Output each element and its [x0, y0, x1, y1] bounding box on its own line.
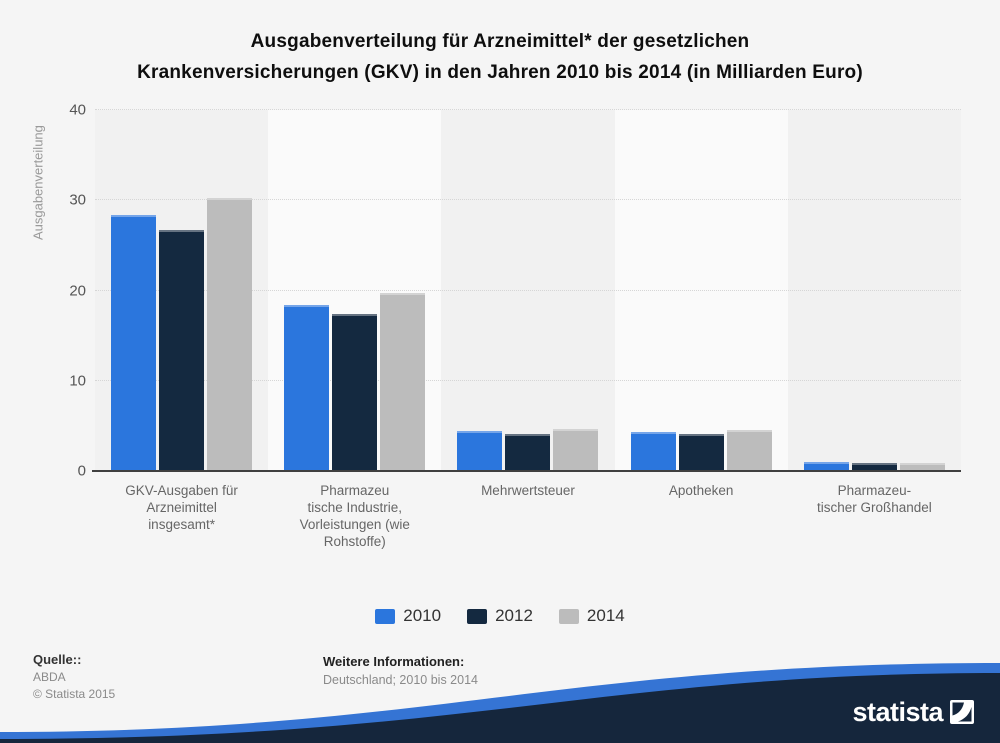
bar-2012 — [851, 462, 897, 471]
bar-2014 — [899, 462, 945, 471]
statista-logo-icon — [950, 700, 974, 724]
plot-area — [92, 109, 961, 472]
bar-2012 — [332, 313, 378, 471]
plot-band — [787, 110, 961, 471]
legend-item-2010: 2010 — [375, 606, 441, 626]
category-label: Pharmazeu- tischer Großhandel — [816, 483, 932, 515]
legend-swatch-2010 — [375, 608, 396, 624]
legend-swatch-2014 — [558, 608, 579, 624]
legend-swatch-2012 — [467, 608, 488, 624]
gridline-30 — [95, 199, 961, 201]
statista-logo-text: statista — [852, 697, 943, 727]
wave-decoration — [0, 663, 1000, 743]
bar-2014 — [726, 430, 772, 471]
bar-2014 — [207, 197, 253, 471]
statista-logo: statista — [852, 697, 974, 727]
legend-label-2014: 2014 — [586, 606, 625, 625]
category-label: Mehrwertsteuer — [481, 483, 575, 498]
source-label: Quelle:: — [33, 652, 82, 667]
y-tick-label: 30 — [69, 191, 86, 209]
bar-group — [441, 110, 614, 471]
x-axis-line — [92, 470, 961, 472]
info-label: Weitere Informationen: — [323, 654, 465, 669]
plot-band — [441, 110, 615, 471]
y-tick-label: 0 — [77, 462, 86, 480]
bar-2012 — [505, 434, 551, 471]
y-tick-label: 10 — [69, 372, 86, 390]
category-label: Apotheken — [668, 483, 734, 498]
bar-2010 — [803, 461, 849, 471]
legend-label-2010: 2010 — [403, 606, 442, 625]
chart-title-line2: Krankenversicherungen (GKV) in den Jahre… — [137, 62, 863, 83]
copyright-text: © Statista 2015 — [33, 687, 116, 701]
bar-group — [268, 110, 441, 471]
info-block: Weitere Informationen: Deutschland; 2010… — [323, 652, 478, 689]
y-tick-label: 40 — [69, 101, 86, 119]
source-value: ABDA — [33, 670, 66, 684]
bar-2010 — [457, 431, 503, 471]
info-value: Deutschland; 2010 bis 2014 — [323, 673, 478, 687]
bar-2010 — [630, 432, 676, 471]
bar-2014 — [380, 293, 426, 471]
bar-group — [95, 110, 268, 471]
legend-item-2012: 2012 — [467, 606, 533, 626]
category-label: Pharmazeu tische Industrie, Vorleistunge… — [299, 483, 410, 549]
legend: 2010 2012 2014 — [0, 606, 1000, 626]
bar-2010 — [111, 214, 157, 471]
bar-group — [788, 110, 961, 471]
y-axis-tick-labels: 0 10 20 30 40 — [0, 102, 86, 480]
chart-title: Ausgabenverteilung für Arzneimittel* der… — [40, 26, 960, 88]
chart-title-line1: Ausgabenverteilung für Arzneimittel* der… — [250, 31, 750, 52]
bar-2012 — [678, 434, 724, 471]
gridline-40 — [95, 109, 961, 110]
y-tick-label: 20 — [69, 282, 86, 299]
x-axis-category-labels: GKV-Ausgaben für Arzneimittel insgesamt*… — [95, 482, 961, 550]
gridline-10 — [95, 379, 961, 381]
plot-band — [614, 110, 788, 471]
category-label: GKV-Ausgaben für Arzneimittel insgesamt* — [125, 483, 238, 532]
legend-item-2014: 2014 — [558, 606, 625, 626]
gridline-20 — [95, 289, 961, 291]
bar-group — [615, 110, 788, 471]
legend-label-2012: 2012 — [495, 606, 533, 625]
bar-2014 — [553, 428, 599, 471]
source-block: Quelle:: ABDA © Statista 2015 — [33, 650, 115, 703]
bar-2010 — [284, 304, 330, 471]
bar-2012 — [159, 230, 205, 471]
